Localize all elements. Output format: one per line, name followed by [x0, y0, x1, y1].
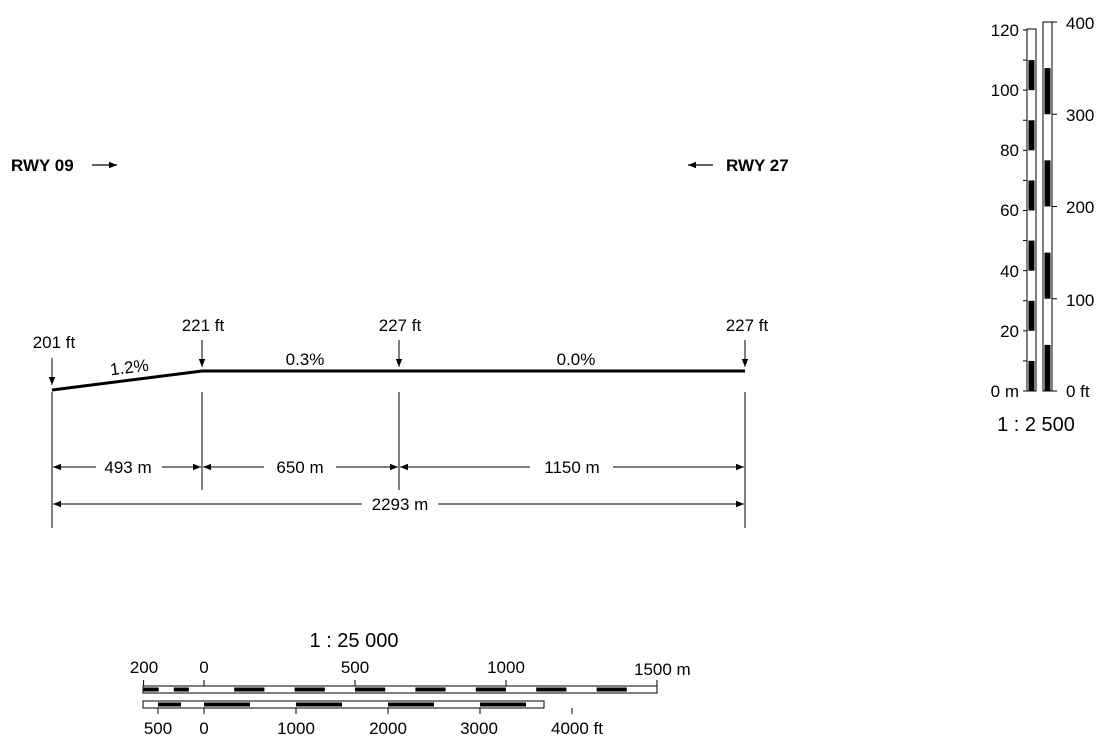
horizontal-scale: 1 : 25 000 200 0 500 1000 1500 m 500 0 1…	[130, 630, 691, 738]
svg-text:201 ft: 201 ft	[33, 333, 76, 352]
meter-bar-block	[143, 687, 159, 692]
meter-bar-block	[536, 687, 567, 692]
meter-scale-block	[1028, 120, 1035, 151]
svg-text:0 m: 0 m	[991, 382, 1019, 401]
svg-text:200: 200	[130, 658, 158, 677]
meter-bar-block	[294, 687, 325, 692]
meter-scale-block	[1028, 300, 1035, 331]
svg-text:200: 200	[1066, 198, 1094, 217]
meter-bar-block	[355, 687, 386, 692]
svg-text:100: 100	[991, 81, 1019, 100]
svg-text:1150 m: 1150 m	[544, 458, 599, 477]
svg-text:2000: 2000	[369, 719, 407, 738]
svg-text:493 m: 493 m	[104, 458, 151, 477]
slope-label: 1.2%	[109, 356, 150, 380]
vertical-scale-feet-labels: 0 ft 100 200 300 400	[1066, 14, 1094, 401]
horizontal-scale-meter-labels: 200 0 500 1000 1500 m	[130, 658, 691, 679]
total-dimension: 2293 m	[53, 495, 744, 514]
meter-bar-block	[596, 687, 627, 692]
horizontal-scale-meter-bar	[142, 685, 658, 694]
svg-text:80: 80	[1000, 141, 1019, 160]
svg-text:1000: 1000	[487, 658, 525, 677]
svg-text:400: 400	[1066, 14, 1094, 33]
svg-text:100: 100	[1066, 291, 1094, 310]
svg-text:RWY 09: RWY 09	[11, 156, 74, 175]
meter-bar-block	[475, 687, 506, 692]
svg-text:300: 300	[1066, 106, 1094, 125]
feet-scale-block	[1044, 344, 1051, 391]
elevation-label: 221 ft	[182, 316, 225, 367]
svg-text:20: 20	[1000, 322, 1019, 341]
feet-bar-block	[480, 702, 526, 707]
svg-text:1500 m: 1500 m	[634, 660, 691, 679]
horizontal-scale-fill	[143, 680, 658, 714]
horizontal-scale-feet-labels: 500 0 1000 2000 3000 4000 ft	[144, 719, 603, 738]
horizontal-scale-feet-bar	[142, 700, 545, 709]
svg-text:227 ft: 227 ft	[726, 316, 769, 335]
svg-text:0 ft: 0 ft	[1066, 382, 1090, 401]
meter-scale-block	[1028, 240, 1035, 271]
svg-text:3000: 3000	[460, 719, 498, 738]
svg-text:650 m: 650 m	[276, 458, 323, 477]
vertical-scale-fill	[1023, 21, 1057, 392]
svg-text:4000 ft: 4000 ft	[551, 719, 603, 738]
horizontal-scale-ratio: 1 : 25 000	[310, 630, 399, 652]
elevation-label: 227 ft	[379, 316, 422, 367]
meter-scale-block	[1028, 60, 1035, 91]
meter-bar-block	[415, 687, 446, 692]
runway-09-label: RWY 09	[11, 156, 117, 175]
svg-text:500: 500	[144, 719, 172, 738]
elevation-labels: 201 ft 221 ft 227 ft 227 ft	[33, 316, 769, 385]
feet-scale-block	[1044, 252, 1051, 299]
svg-text:1000: 1000	[277, 719, 315, 738]
feet-bar-block	[204, 702, 250, 707]
slope-label: 0.0%	[557, 350, 596, 369]
svg-text:221 ft: 221 ft	[182, 316, 225, 335]
feet-bar-block	[296, 702, 342, 707]
svg-text:227 ft: 227 ft	[379, 316, 422, 335]
meter-bar-block	[173, 687, 189, 692]
elevation-label: 227 ft	[726, 316, 769, 367]
elevation-label: 201 ft	[33, 333, 76, 385]
segment-dimension: 1150 m	[400, 458, 744, 477]
svg-text:RWY 27: RWY 27	[726, 156, 789, 175]
svg-text:500: 500	[341, 658, 369, 677]
meter-scale-block	[1028, 180, 1035, 211]
runway-profile-line	[51, 369, 745, 392]
runway-27-label: RWY 27	[688, 156, 789, 175]
meter-scale-block	[1028, 360, 1035, 391]
vertical-scale-ratio: 1 : 2 500	[997, 414, 1075, 436]
segment-dimension: 493 m	[53, 458, 201, 477]
svg-text:120: 120	[991, 21, 1019, 40]
svg-text:60: 60	[1000, 201, 1019, 220]
vertical-scale-meter-labels: 0 m 20 40 60 80 100 120	[991, 21, 1019, 401]
feet-scale-block	[1044, 160, 1051, 207]
slope-label: 0.3%	[286, 350, 325, 369]
vertical-scale: 0 m 20 40 60 80 100 120 0 ft 100 200 300…	[991, 14, 1095, 436]
svg-text:0: 0	[199, 719, 208, 738]
extension-lines	[51, 392, 746, 528]
segment-dimension: 650 m	[203, 458, 398, 477]
feet-scale-block	[1044, 68, 1051, 115]
feet-bar-block	[388, 702, 434, 707]
segment-dimensions: 493 m 650 m 1150 m 2293 m	[53, 458, 744, 514]
svg-text:2293 m: 2293 m	[372, 495, 429, 514]
feet-bar-block	[158, 702, 181, 707]
svg-text:0: 0	[199, 658, 208, 677]
svg-text:40: 40	[1000, 262, 1019, 281]
meter-bar-block	[234, 687, 265, 692]
slope-labels: 1.2% 0.3% 0.0%	[109, 350, 595, 379]
